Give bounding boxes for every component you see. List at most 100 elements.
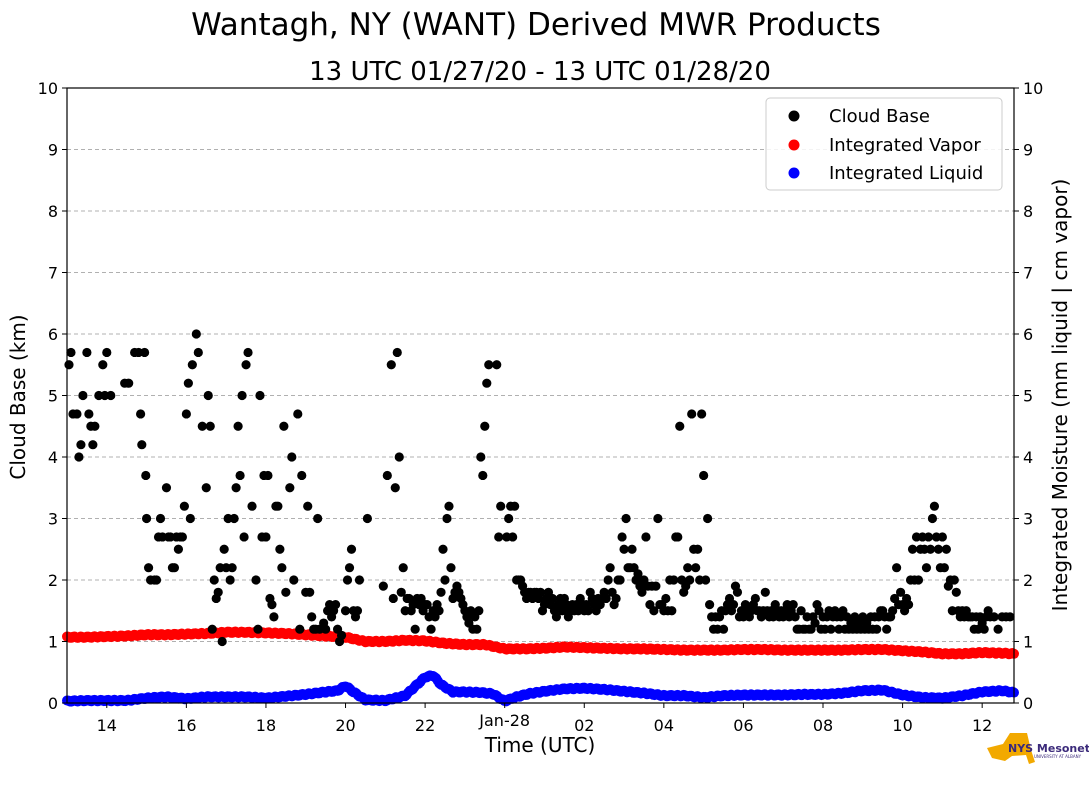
cloud-base-point	[386, 360, 396, 370]
cloud-base-point	[362, 513, 373, 524]
cloud-base-point	[476, 452, 486, 462]
cloud-base-point	[611, 593, 621, 604]
y-tick-label-right: 5	[1023, 387, 1033, 406]
cloud-base-point	[181, 409, 191, 419]
cloud-base-point	[392, 347, 402, 358]
cloud-base-point	[661, 593, 671, 604]
cloud-base-point	[231, 483, 241, 493]
cloud-base-point	[482, 378, 492, 388]
cloud-base-point	[388, 593, 398, 604]
cloud-base-point	[675, 421, 685, 431]
cloud-base-point	[903, 600, 914, 610]
logo-subtext: UNIVERSITY AT ALBANY	[1034, 754, 1082, 759]
cloud-base-point	[269, 612, 279, 622]
y-tick-label-left: 2	[48, 571, 58, 590]
cloud-base-point	[673, 532, 683, 542]
cloud-base-point	[683, 563, 693, 573]
cloud-base-point	[691, 563, 701, 573]
cloud-base-point	[169, 563, 180, 573]
series-integrated-vapor	[62, 626, 1019, 660]
y-axis-label-left: Cloud Base (km)	[6, 314, 30, 479]
cloud-base-point	[913, 575, 924, 585]
cloud-base-point	[478, 470, 488, 481]
cloud-base-point	[352, 606, 363, 616]
cloud-base-point	[177, 532, 187, 542]
cloud-base-point	[496, 501, 506, 511]
cloud-base-point	[255, 390, 265, 401]
cloud-base-point	[434, 606, 444, 616]
cloud-base-point	[426, 624, 436, 634]
cloud-base-point	[937, 532, 947, 542]
cloud-base-point	[442, 513, 452, 524]
cloud-base-point	[653, 513, 663, 524]
cloud-base-point	[979, 624, 989, 634]
cloud-base-point	[504, 513, 514, 524]
cloud-base-point	[651, 581, 661, 591]
cloud-base-point	[90, 421, 100, 431]
cloud-base-point	[933, 544, 944, 554]
cloud-base-point	[141, 513, 152, 524]
cloud-base-point	[693, 544, 703, 554]
cloud-base-point	[295, 624, 305, 634]
cloud-base-point	[313, 513, 323, 524]
cloud-base-point	[273, 501, 283, 511]
cloud-base-point	[621, 513, 631, 524]
cloud-base-point	[989, 612, 999, 622]
cloud-base-point	[191, 329, 201, 339]
y-tick-label-right: 3	[1023, 510, 1033, 529]
cloud-base-point	[896, 587, 906, 597]
cloud-base-point	[203, 390, 213, 401]
cloud-base-point	[699, 470, 709, 481]
cloud-base-point	[303, 501, 313, 511]
cloud-base-point	[179, 501, 189, 511]
nys-mesonet-logo: NYS Mesonet UNIVERSITY AT ALBANY	[987, 733, 1089, 764]
x-tick-label: 14	[97, 716, 117, 735]
cloud-base-point	[872, 624, 882, 634]
y-tick-label-left: 4	[48, 448, 58, 467]
cloud-base-point	[535, 587, 546, 597]
cloud-base-point	[929, 501, 940, 511]
cloud-base-point	[422, 600, 432, 610]
new-york-state-icon	[987, 733, 1035, 764]
cloud-base-point	[701, 575, 711, 585]
cloud-base-point	[993, 624, 1003, 634]
cloud-base-point	[446, 563, 456, 573]
cloud-base-point	[790, 612, 800, 622]
x-tick-label: 10	[892, 716, 912, 735]
cloud-base-point	[583, 606, 593, 616]
cloud-base-point	[949, 575, 959, 585]
cloud-base-point	[382, 470, 392, 481]
cloud-base-point	[235, 470, 245, 481]
y-tick-label-left: 1	[48, 633, 58, 652]
x-axis-label: Time (UTC)	[484, 733, 596, 757]
cloud-base-point	[330, 600, 341, 610]
cloud-base-point	[76, 440, 86, 450]
cloud-base-point	[289, 575, 299, 585]
cloud-base-point	[213, 587, 223, 597]
cloud-base-point	[649, 606, 659, 616]
cloud-base-point	[161, 483, 172, 493]
cloud-base-point	[201, 483, 211, 493]
cloud-base-point	[267, 600, 277, 610]
cloud-base-point	[941, 544, 951, 554]
cloud-base-point	[438, 544, 448, 554]
x-tick-label: 18	[256, 716, 276, 735]
chart-title: Wantagh, NY (WANT) Derived MWR Products	[191, 7, 881, 43]
cloud-base-point	[641, 532, 651, 542]
cloud-base-point	[305, 587, 315, 597]
cloud-base-point	[440, 575, 450, 585]
cloud-base-point	[185, 513, 195, 524]
cloud-base-point	[697, 409, 707, 419]
legend-marker-integrated-liquid	[788, 167, 800, 179]
cloud-base-point	[197, 421, 207, 431]
cloud-base-point	[728, 600, 739, 610]
cloud-base-point	[888, 606, 898, 616]
cloud-base-point	[72, 409, 82, 419]
cloud-base-point	[494, 532, 504, 542]
cloud-base-point	[378, 581, 388, 591]
cloud-base-point	[106, 390, 116, 401]
cloud-base-point	[293, 409, 303, 419]
cloud-base-point	[394, 452, 404, 462]
cloud-base-point	[732, 587, 743, 597]
legend-label-integrated-liquid: Integrated Liquid	[829, 163, 983, 184]
